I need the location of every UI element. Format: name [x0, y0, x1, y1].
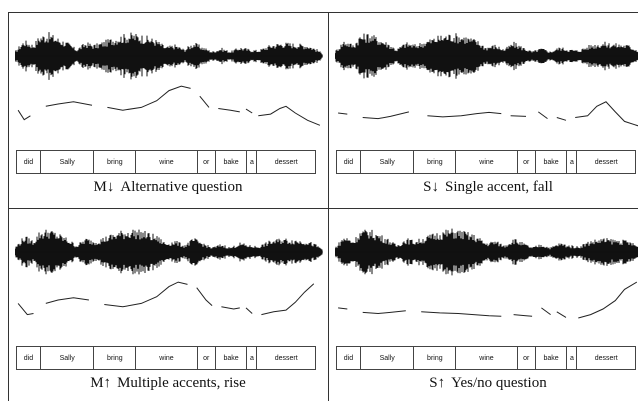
word-tier: did Sally bring wine or bake a dessert — [16, 150, 316, 174]
panel-caption: M↑ Multiple accents, rise — [9, 374, 327, 392]
pitch-segment — [196, 287, 213, 306]
word-cell: bake — [536, 151, 568, 173]
pitch-segment — [45, 297, 89, 304]
panel-s-rise: did Sally bring wine or bake a dessert S↑ Yes/no… — [329, 209, 638, 404]
word-cell: did — [17, 151, 41, 173]
pitch-contour — [338, 281, 638, 319]
word-cell: or — [518, 151, 536, 173]
pitch-contour — [17, 281, 315, 316]
condition-label: Single accent, fall — [444, 179, 553, 195]
condition-label: Multiple accents, rise — [117, 375, 246, 391]
word-cell: a — [247, 347, 258, 369]
pitch-contour — [338, 101, 638, 127]
pitch-segment — [338, 307, 348, 310]
panel-m-fall: did Sally bring wine or bake a dessert M↓ Altern… — [9, 13, 327, 208]
pitch-contour — [17, 85, 321, 126]
word-cell: wine — [136, 347, 198, 369]
word-cell: Sally — [41, 151, 95, 173]
pitch-segment — [245, 108, 253, 114]
waveform — [335, 228, 638, 276]
word-cell: did — [337, 347, 361, 369]
waveform — [15, 229, 323, 275]
word-cell: dessert — [274, 158, 298, 166]
word-cell: a — [247, 151, 258, 173]
pitch-segment — [218, 108, 240, 113]
word-cell: wine — [456, 347, 518, 369]
pitch-segment — [362, 111, 410, 120]
word-cell: bake — [216, 151, 248, 173]
waveform — [15, 32, 323, 80]
word-cell: Sally — [41, 347, 95, 369]
pitch-segment — [258, 105, 321, 126]
word-tier: did Sally bring wine or bake a dessert — [336, 150, 636, 174]
word-cell: wine — [456, 151, 518, 173]
word-cell: bring — [414, 151, 457, 173]
pitch-segment — [45, 101, 93, 107]
word-cell: a — [567, 151, 578, 173]
condition-symbol: S↑ — [429, 375, 446, 391]
word-cell: or — [198, 151, 216, 173]
pitch-segment — [199, 95, 210, 108]
word-cell: bake — [216, 347, 248, 369]
condition-label: Alternative question — [120, 179, 243, 195]
word-cell: did — [17, 347, 41, 369]
word-cell: bring — [94, 151, 137, 173]
panel-border-top — [8, 12, 638, 13]
pitch-segment — [538, 111, 548, 120]
pitch-segment — [541, 307, 551, 316]
panel-caption: S↓ Single accent, fall — [329, 178, 638, 196]
word-cell: wine — [136, 151, 198, 173]
word-cell: or — [518, 347, 536, 369]
word-cell: Sally — [361, 151, 415, 173]
pitch-segment — [261, 283, 315, 316]
pitch-segment — [575, 101, 638, 127]
figure-grid: did Sally bring wine or bake a dessert M↓ Altern… — [8, 12, 638, 401]
pitch-segment — [17, 303, 34, 316]
pitch-segment — [513, 314, 533, 317]
condition-symbol: S↓ — [423, 179, 439, 195]
word-tier: did Sally bring wine or bake a dessert — [336, 346, 636, 370]
condition-symbol: M↑ — [90, 375, 112, 391]
pitch-segment — [578, 281, 638, 319]
word-cell: dessert — [594, 354, 618, 362]
word-cell: bake — [536, 347, 568, 369]
word-tier: did Sally bring wine or bake a dessert — [16, 346, 316, 370]
panel-divider-horizontal — [8, 208, 638, 209]
panel-s-fall: did Sally bring wine or bake a dessert S↓ Single… — [329, 13, 638, 208]
panel-border-left — [8, 12, 9, 401]
pitch-segment — [245, 307, 253, 314]
pitch-segment — [338, 112, 348, 115]
pitch-segment — [107, 85, 191, 111]
word-cell: or — [198, 347, 216, 369]
condition-symbol: M↓ — [93, 179, 115, 195]
word-cell: Sally — [361, 347, 415, 369]
pitch-segment — [556, 117, 567, 121]
pitch-segment — [221, 306, 240, 310]
panel-caption: M↓ Alternative question — [9, 178, 327, 196]
condition-label: Yes/no question — [451, 375, 547, 391]
waveform — [335, 33, 638, 79]
pitch-segment — [104, 281, 188, 308]
panel-caption: S↑ Yes/no question — [329, 374, 638, 392]
word-cell: bring — [414, 347, 457, 369]
word-cell: dessert — [594, 158, 618, 166]
panel-m-rise: did Sally bring wine or bake a dessert M↑ Multip… — [9, 209, 327, 404]
word-cell: dessert — [274, 354, 298, 362]
word-cell: did — [337, 151, 361, 173]
pitch-segment — [421, 311, 502, 317]
pitch-segment — [427, 111, 502, 118]
pitch-segment — [17, 109, 31, 121]
panel-divider-vertical — [328, 12, 329, 401]
word-cell: bring — [94, 347, 137, 369]
word-cell: a — [567, 347, 578, 369]
pitch-segment — [556, 311, 567, 318]
pitch-segment — [510, 115, 527, 117]
pitch-segment — [362, 310, 406, 315]
